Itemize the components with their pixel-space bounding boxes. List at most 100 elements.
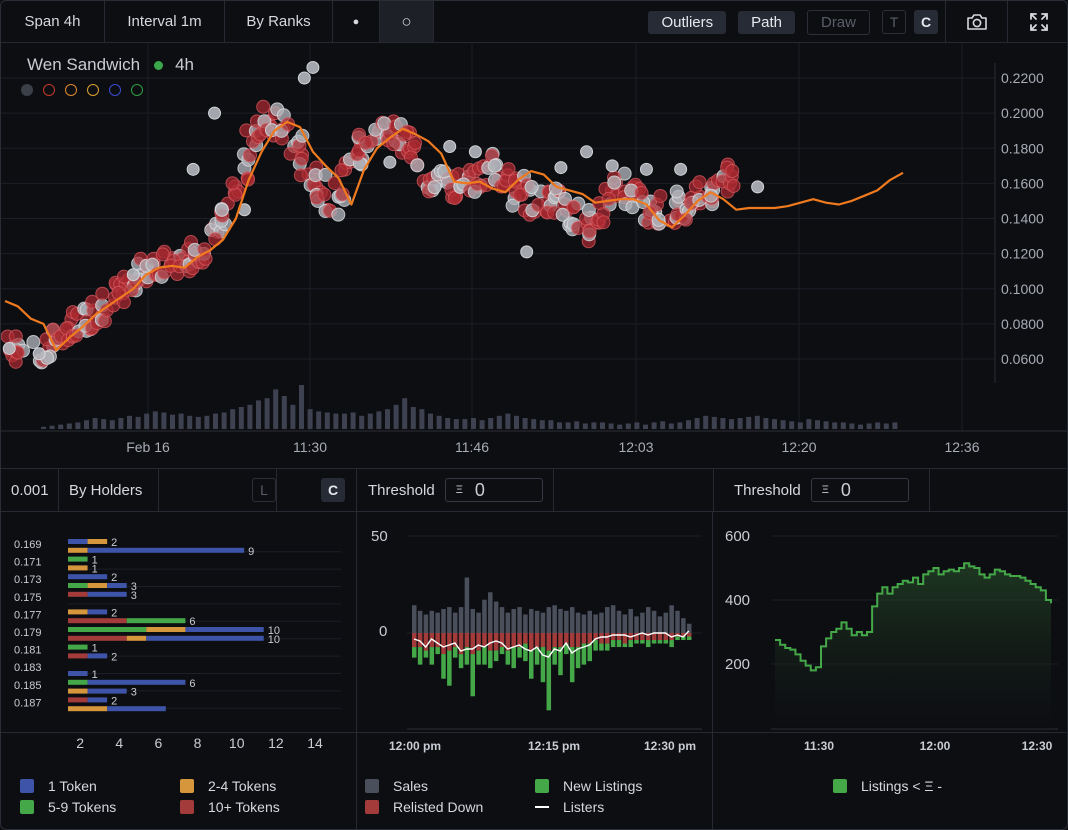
rank-filter-dots xyxy=(21,84,153,96)
circle-mode-toggle[interactable]: ○ xyxy=(380,1,434,42)
legend-swatch xyxy=(535,779,549,793)
legend-sales[interactable]: Sales xyxy=(365,778,428,794)
price-level-label: 0.181 xyxy=(14,645,42,657)
legend-listings[interactable]: Listings < Ξ - xyxy=(833,778,942,794)
new-listing-bar xyxy=(441,654,446,679)
legend-swatch xyxy=(833,779,847,793)
main-grid xyxy=(1,43,1067,432)
listings-threshold-input[interactable]: Ξ 0 xyxy=(810,478,909,502)
span-selector[interactable]: Span 4h xyxy=(1,1,105,42)
legend-swatch xyxy=(20,779,34,793)
y-tick-label: 0 xyxy=(379,623,387,640)
volume-bar xyxy=(109,420,115,429)
listings-area-chart[interactable]: 600 400 200 11:30 12:00 12:30 xyxy=(713,512,1068,757)
holder-bar-segment xyxy=(87,688,127,694)
draw-button[interactable]: Draw xyxy=(806,9,870,35)
price-path-line xyxy=(4,120,904,352)
c-toggle[interactable]: C xyxy=(914,10,938,34)
rank-filter-dot[interactable] xyxy=(109,84,121,96)
precision-selector[interactable]: 0.001 xyxy=(1,468,59,512)
new-listing-bar xyxy=(476,650,481,665)
holder-bar-segment xyxy=(87,591,127,597)
by-ranks-selector[interactable]: By Ranks xyxy=(225,1,333,42)
dot-mode-toggle[interactable]: ● xyxy=(333,1,380,42)
outlier-point xyxy=(554,161,568,175)
holder-bar-segment xyxy=(68,556,88,562)
volume-bar xyxy=(557,422,562,429)
sales-bar xyxy=(476,612,481,633)
volume-bar xyxy=(548,420,554,429)
sales-bar xyxy=(441,608,446,633)
sales-bar xyxy=(423,614,429,633)
sales-threshold-input[interactable]: Ξ 0 xyxy=(444,478,543,502)
relisted-down-bar xyxy=(610,633,616,641)
legend-label: Listings < Ξ - xyxy=(861,778,943,794)
rank-filter-dot[interactable] xyxy=(65,84,77,96)
price-y-axis: 0.2200 0.2000 0.1800 0.1600 0.1400 0.1200 0.10… xyxy=(1001,70,1044,367)
rank-filter-dot[interactable] xyxy=(43,84,55,96)
price-level-label: 0.177 xyxy=(14,609,42,621)
outliers-button[interactable]: Outliers xyxy=(648,10,727,34)
rank-filter-dot[interactable] xyxy=(21,84,33,96)
outlier-point xyxy=(306,60,320,74)
new-listing-bar xyxy=(447,650,452,686)
volume-bar xyxy=(376,411,382,429)
volume-bar xyxy=(144,413,150,429)
legend-listers[interactable]: Listers xyxy=(535,799,604,815)
holder-count-label: 1 xyxy=(92,669,98,681)
volume-bar xyxy=(221,412,227,429)
price-scatter-chart[interactable]: 0.2200 0.2000 0.1800 0.1600 0.1400 0.1200 0.10… xyxy=(1,43,1068,467)
y-tick-label: 0.0600 xyxy=(1001,351,1044,367)
relisted-down-bar xyxy=(499,633,505,648)
volume-bar xyxy=(471,418,476,429)
outlier-point xyxy=(468,145,482,159)
legend-label: 10+ Tokens xyxy=(208,799,280,815)
camera-button[interactable] xyxy=(945,1,1007,43)
volume-bar xyxy=(453,419,459,429)
sales-bar xyxy=(651,610,657,633)
new-listing-bar xyxy=(429,647,435,665)
holders-bar-chart[interactable]: 29112332610101216320.1690.1710.1730.1750… xyxy=(1,512,356,757)
holder-count-label: 3 xyxy=(131,581,137,593)
interval-selector[interactable]: Interval 1m xyxy=(105,1,225,42)
holder-bar-segment xyxy=(126,618,186,624)
chart-header: Wen Sandwich 4h xyxy=(27,55,194,75)
outlier-point xyxy=(520,245,534,259)
sales-bar xyxy=(686,623,692,633)
legend-1-token[interactable]: 1 Token xyxy=(20,778,97,794)
sales-bar xyxy=(628,608,633,633)
toolbar-right: Outliers Path Draw T C xyxy=(648,1,1067,43)
legend-label: 2-4 Tokens xyxy=(208,778,277,794)
x-tick-label: 12:30 pm xyxy=(644,739,696,753)
t-toggle[interactable]: T xyxy=(882,10,906,34)
legend-2-4-tokens[interactable]: 2-4 Tokens xyxy=(180,778,276,794)
rank-filter-dot[interactable] xyxy=(131,84,143,96)
rank-filter-dot[interactable] xyxy=(87,84,99,96)
price-level-label: 0.183 xyxy=(14,662,42,674)
sales-bar-chart[interactable]: 50 0 12:00 pm 12:15 pm 12:30 pm xyxy=(357,512,713,757)
volume-bar xyxy=(178,413,184,429)
x-tick-label: 12:20 xyxy=(781,439,816,455)
l-toggle[interactable]: L xyxy=(252,478,276,502)
volume-bar xyxy=(875,422,881,429)
legend-5-9-tokens[interactable]: 5-9 Tokens xyxy=(20,799,116,815)
relisted-down-bar xyxy=(534,633,540,648)
listings-area xyxy=(775,563,1051,729)
holder-bar-segment xyxy=(68,574,108,580)
volume-bar xyxy=(204,415,210,429)
path-button[interactable]: Path xyxy=(738,10,795,34)
by-holders-selector[interactable]: By Holders xyxy=(59,468,159,512)
sales-bar xyxy=(447,607,452,633)
fullscreen-button[interactable] xyxy=(1007,1,1067,43)
legend-10-plus-tokens[interactable]: 10+ Tokens xyxy=(180,799,280,815)
legend-relisted-down[interactable]: Relisted Down xyxy=(365,799,483,815)
holders-toggles: L xyxy=(159,468,277,512)
holders-c-toggle[interactable]: C xyxy=(321,478,345,502)
holder-bar-segment xyxy=(87,653,108,659)
new-listing-bar xyxy=(657,640,663,644)
sales-bar xyxy=(569,607,575,633)
legend-new-listings[interactable]: New Listings xyxy=(535,778,642,794)
holder-bar-segment xyxy=(87,697,108,703)
new-listing-bar xyxy=(517,647,522,658)
